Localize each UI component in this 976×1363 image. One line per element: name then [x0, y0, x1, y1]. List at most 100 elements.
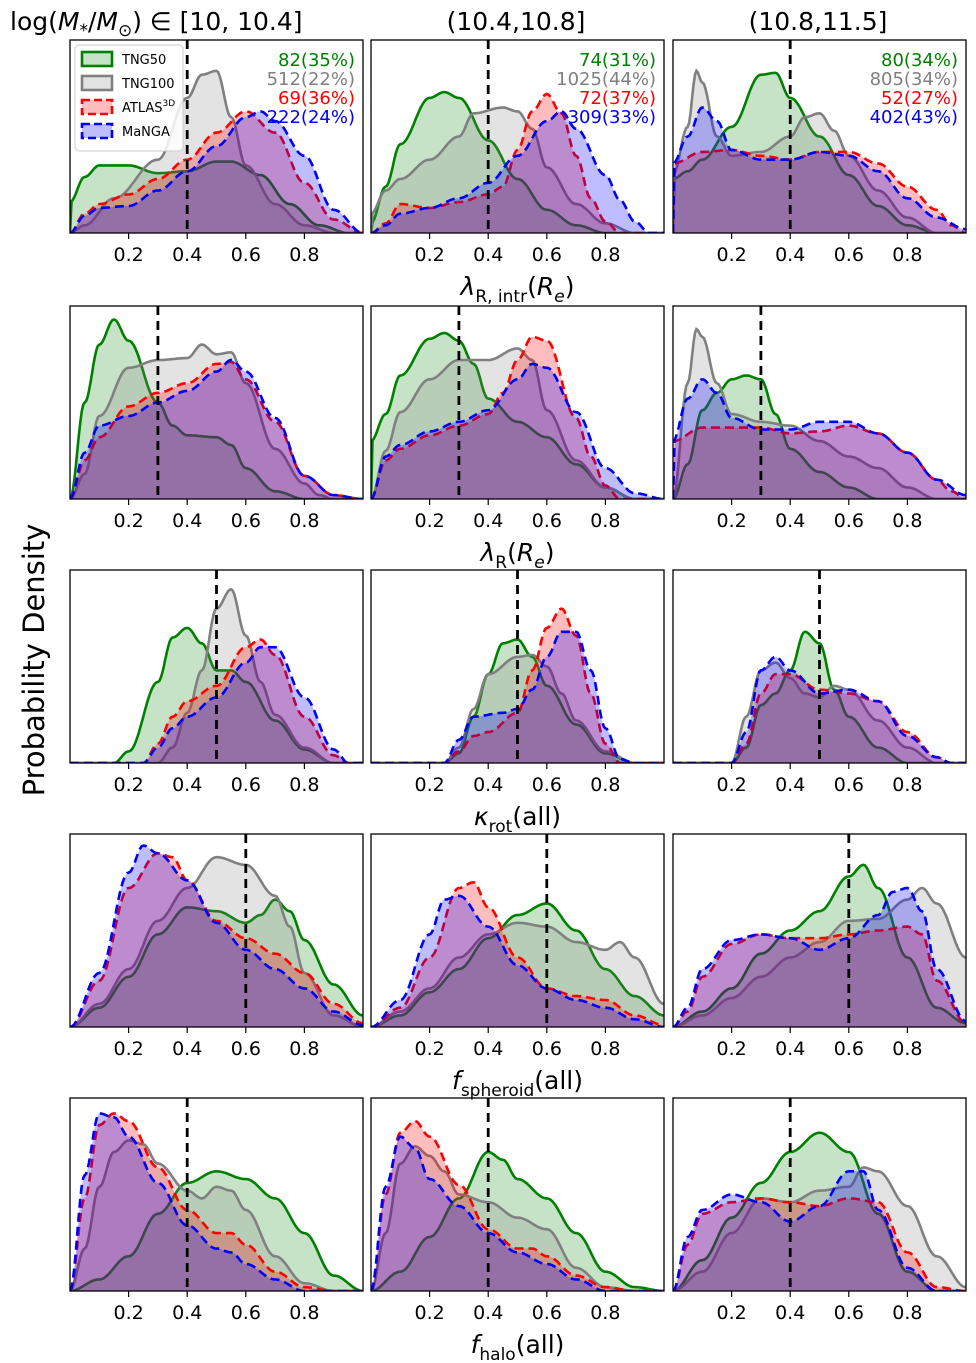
legend-label-tng100: TNG100: [121, 77, 175, 92]
tng100-density-line: [70, 343, 363, 499]
x-tick-label: 0.6: [231, 510, 261, 532]
x-axis-label-row-3: κrot(all): [474, 802, 561, 837]
tng50-density-line: [70, 160, 363, 233]
x-tick-label: 0.2: [716, 1038, 746, 1060]
panel-frame: [370, 833, 665, 1028]
tng50-density-fill: [70, 319, 363, 499]
x-tick-label: 0.2: [113, 510, 143, 532]
x-tick-label: 0.4: [172, 510, 202, 532]
manga-density-line: [70, 110, 363, 233]
atlas-density-fill: [673, 150, 966, 233]
tng50-density-fill: [371, 92, 664, 233]
atlas-density-line: [673, 148, 966, 233]
manga-density-fill: [673, 107, 966, 233]
x-tick-label: 0.8: [590, 1302, 620, 1324]
tng100-density-fill: [371, 348, 664, 499]
legend-swatch-tng100: [80, 74, 114, 92]
count-tng50-col3: 80(34%): [881, 50, 958, 71]
manga-density-fill: [371, 363, 664, 499]
tng100-density-fill: [673, 329, 966, 499]
tng100-density-fill: [70, 344, 363, 499]
x-tick-label: 0.4: [775, 1038, 805, 1060]
x-tick-label: 0.8: [289, 1302, 319, 1324]
manga-density-fill: [371, 631, 664, 763]
legend-swatch-atlas: [80, 98, 114, 116]
panel-frame: [370, 305, 665, 500]
x-tick-label: 0.8: [289, 774, 319, 796]
tng50-density-line: [70, 1169, 363, 1291]
tng50-density-fill: [673, 1132, 966, 1291]
panel-frame: [69, 305, 364, 500]
manga-density-line: [371, 362, 664, 499]
atlas-density-fill: [70, 362, 363, 499]
tng50-density-line: [371, 1150, 664, 1291]
panel-r5-c2: 0.2 0.4 0.6 0.8: [370, 1097, 665, 1324]
x-tick-label: 0.2: [716, 774, 746, 796]
tng50-density-line: [70, 898, 363, 1027]
panel-r5-c1: 0.2 0.4 0.6 0.8: [69, 1097, 364, 1324]
tng100-density-fill: [673, 1167, 966, 1291]
tng50-density-line: [70, 318, 363, 499]
atlas-density-fill: [70, 853, 363, 1027]
x-tick-label: 0.8: [590, 510, 620, 532]
y-axis-label: Probability Density: [17, 524, 51, 797]
x-tick-label: 0.4: [172, 1302, 202, 1324]
tng100-density-line: [70, 855, 363, 1027]
panel-frame: [672, 569, 967, 764]
x-tick-label: 0.8: [590, 244, 620, 266]
tng100-density-fill: [70, 857, 363, 1027]
tng50-density-fill: [371, 639, 664, 763]
atlas-density-fill: [371, 608, 664, 763]
manga-density-line: [70, 358, 363, 499]
x-tick-label: 0.4: [775, 510, 805, 532]
panel-r3-c3: 0.2 0.4 0.6 0.8: [672, 569, 967, 796]
x-tick-label: 0.2: [414, 244, 444, 266]
manga-density-fill: [673, 379, 966, 499]
x-tick-label: 0.6: [532, 244, 562, 266]
atlas-density-fill: [371, 94, 664, 233]
tng100-density-fill: [371, 922, 664, 1027]
atlas-density-line: [70, 110, 363, 233]
tng50-density-fill: [70, 899, 363, 1027]
tng100-density-line: [673, 68, 966, 233]
x-tick-label: 0.4: [172, 244, 202, 266]
x-tick-label: 0.6: [532, 1302, 562, 1324]
tng50-density-line: [673, 863, 966, 1027]
x-tick-label: 0.4: [775, 774, 805, 796]
manga-density-fill: [70, 845, 363, 1027]
manga-density-fill: [70, 111, 363, 233]
panel-r4-c2: 0.2 0.4 0.6 0.8: [370, 833, 665, 1060]
tng50-density-fill: [371, 1152, 664, 1291]
panel-r1-c2: 0.2 0.4 0.6 0.8: [370, 39, 665, 266]
x-tick-label: 0.6: [231, 1302, 261, 1324]
panel-frame: [69, 833, 364, 1028]
legend-label-atlas: ATLAS3D: [122, 99, 175, 116]
manga-density-fill: [70, 1113, 363, 1291]
legend: TNG50 TNG100 ATLAS3D MaNGA: [74, 44, 184, 152]
tng50-density-line: [673, 71, 966, 233]
manga-density-fill: [371, 895, 664, 1027]
atlas-density-line: [673, 672, 966, 763]
tng50-density-line: [371, 902, 664, 1027]
legend-label-tng50: TNG50: [121, 53, 166, 68]
atlas-density-line: [371, 92, 664, 233]
panel-frame: [370, 1097, 665, 1292]
tng100-density-line: [673, 886, 966, 1027]
x-tick-label: 0.4: [775, 244, 805, 266]
x-tick-label: 0.6: [834, 510, 864, 532]
panel-frame: [370, 569, 665, 764]
manga-density-line: [673, 655, 966, 763]
tng100-density-fill: [673, 70, 966, 233]
tng50-density-line: [673, 1131, 966, 1291]
panel-r1-c3: 0.2 0.4 0.6 0.8: [672, 39, 967, 266]
tng100-density-fill: [70, 1140, 363, 1291]
tng100-density-fill: [673, 888, 966, 1027]
count-manga-col1: 222(24%): [267, 107, 355, 128]
count-atlas-col3: 52(27%): [881, 88, 958, 109]
count-tng50-col1: 82(35%): [278, 50, 355, 71]
x-tick-label: 0.8: [590, 774, 620, 796]
atlas-density-line: [70, 638, 363, 763]
tng50-density-fill: [371, 903, 664, 1027]
x-tick-label: 0.2: [113, 244, 143, 266]
x-tick-label: 0.4: [172, 774, 202, 796]
